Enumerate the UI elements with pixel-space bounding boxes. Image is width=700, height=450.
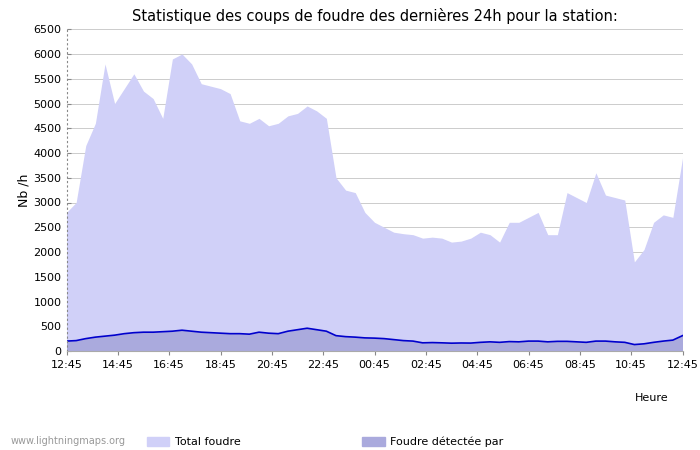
- Text: Heure: Heure: [635, 393, 668, 403]
- Y-axis label: Nb /h: Nb /h: [18, 173, 31, 207]
- Text: www.lightningmaps.org: www.lightningmaps.org: [10, 436, 125, 446]
- Legend: Total foudre, Moyenne de toutes les stations, Foudre détectée par: Total foudre, Moyenne de toutes les stat…: [143, 432, 508, 450]
- Title: Statistique des coups de foudre des dernières 24h pour la station:: Statistique des coups de foudre des dern…: [132, 8, 617, 24]
